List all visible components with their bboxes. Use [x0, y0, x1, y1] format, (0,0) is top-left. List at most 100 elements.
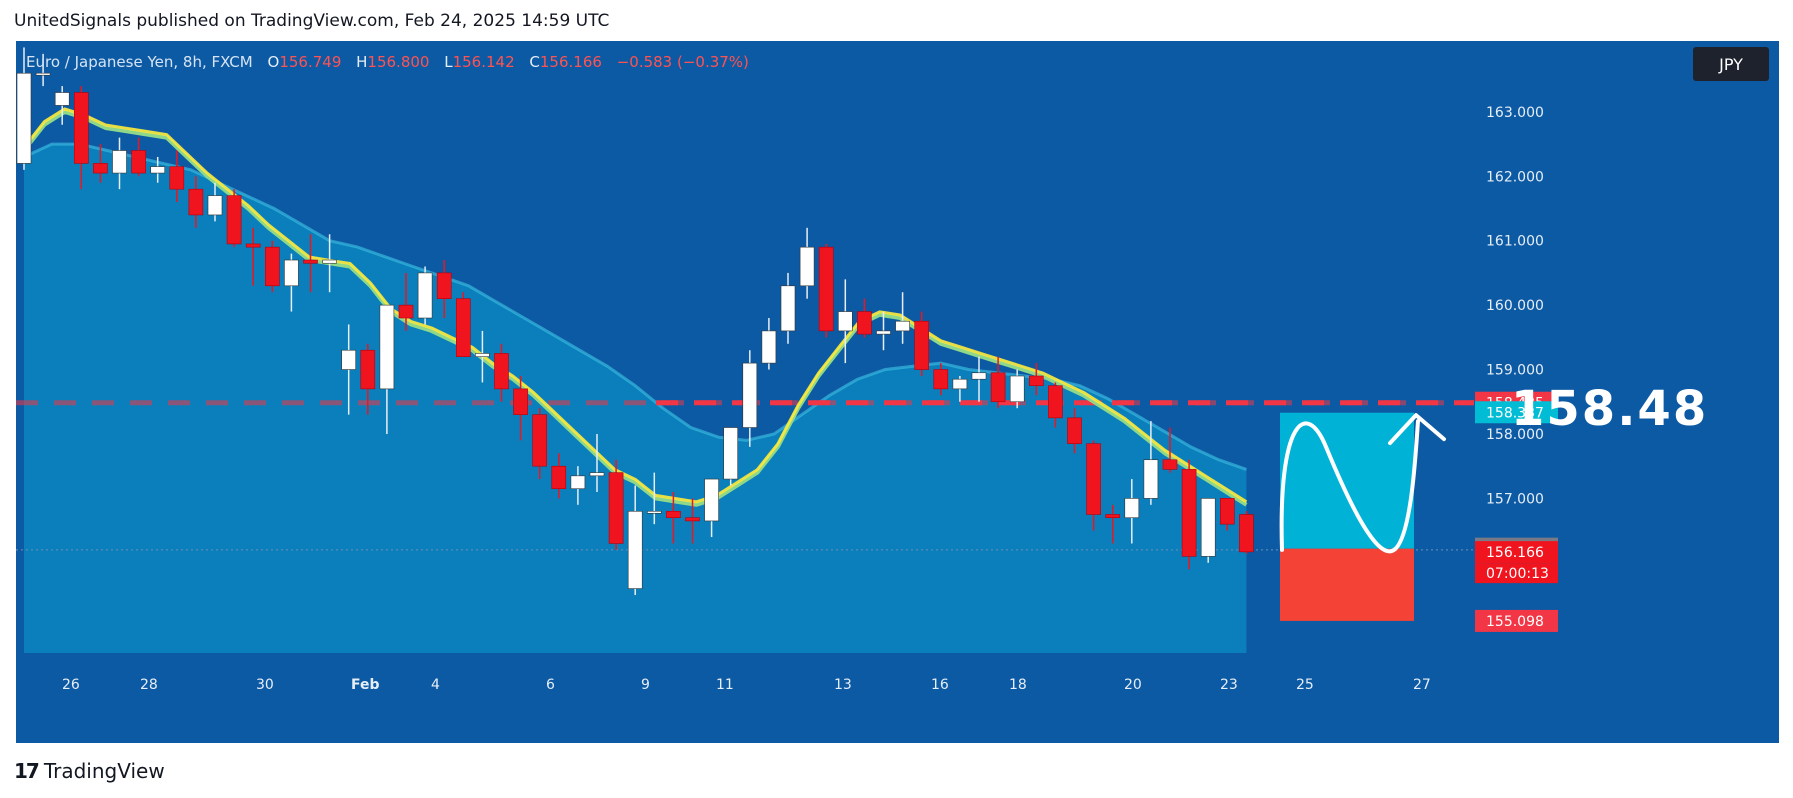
candle-up — [589, 472, 605, 477]
candle-down — [1105, 514, 1120, 519]
time-tick: 27 — [1413, 677, 1431, 693]
candle-down — [398, 304, 414, 319]
stop-zone — [1280, 548, 1414, 621]
candle-down — [1028, 375, 1044, 386]
symbol-name: Euro / Japanese Yen, 8h, FXCM — [26, 53, 253, 71]
candle-up — [341, 349, 357, 370]
candle-down — [73, 92, 89, 164]
candle-up — [1143, 459, 1159, 499]
price-tick: 160.000 — [1486, 298, 1544, 314]
time-tick: 6 — [546, 677, 555, 693]
symbol-legend: Euro / Japanese Yen, 8h, FXCM O156.749 H… — [26, 53, 749, 71]
candle-down — [666, 510, 681, 519]
change-value: −0.583 (−0.37%) — [616, 53, 749, 71]
price-tag-stop — [1475, 609, 1558, 632]
candle-up — [1009, 375, 1025, 403]
chart-panel[interactable]: 163.000 162.000 161.000 160.000 159.000 158.0… — [16, 41, 1779, 743]
candle-up — [895, 320, 910, 332]
price-tag-value: 158.337 — [1486, 405, 1544, 421]
candle-up — [570, 475, 586, 490]
price-tag-value: 156.166 — [1486, 545, 1544, 561]
candle-down — [1181, 469, 1197, 557]
projection-arrow-icon — [1388, 413, 1446, 446]
candle-down — [1220, 498, 1235, 525]
time-tick: 20 — [1124, 677, 1142, 693]
candle-up — [742, 362, 758, 428]
candle-up — [876, 330, 891, 335]
close-label: C — [529, 53, 540, 71]
time-tick: 28 — [140, 677, 158, 693]
candle-down — [1086, 443, 1101, 515]
candle-down — [685, 517, 700, 522]
publisher-line: UnitedSignals published on TradingView.c… — [14, 11, 610, 31]
candle-up — [837, 311, 853, 332]
countdown-tag — [1475, 563, 1558, 584]
candle-up — [54, 92, 70, 106]
time-axis-band — [16, 654, 1779, 743]
price-tick: 159.000 — [1486, 363, 1544, 379]
candle-down — [1048, 385, 1063, 419]
candle-down — [226, 195, 242, 245]
candle-up — [475, 353, 490, 357]
open-label: O — [267, 53, 280, 71]
projection-wave — [1279, 419, 1420, 554]
candle-down — [93, 163, 108, 174]
candle-up — [646, 510, 662, 514]
candle-up — [704, 478, 719, 522]
candle-up — [1200, 498, 1216, 557]
currency-button[interactable]: JPY — [1693, 47, 1769, 81]
candle-down — [360, 349, 376, 390]
candle-up — [284, 259, 299, 287]
candle-up — [150, 166, 165, 174]
high-label: H — [356, 53, 368, 71]
price-chart[interactable]: 163.000 162.000 161.000 160.000 159.000 158.0… — [16, 41, 1779, 743]
candle-up — [799, 246, 815, 287]
time-tick: 23 — [1220, 677, 1238, 693]
candle-down — [188, 188, 204, 216]
candle-down — [857, 311, 872, 335]
time-tick: 4 — [431, 677, 440, 693]
candle-down — [436, 272, 452, 299]
candle-up — [627, 510, 643, 589]
ema-fast-line — [22, 107, 1248, 504]
tradingview-brand: TradingView — [43, 759, 165, 783]
candle-down — [990, 372, 1006, 403]
high-value: 156.800 — [367, 53, 430, 71]
low-value: 156.142 — [452, 53, 515, 71]
candle-up — [112, 150, 127, 174]
candle-down — [818, 246, 834, 332]
candle-down — [169, 166, 185, 190]
candle-up — [1124, 498, 1140, 519]
candle-up — [723, 427, 739, 480]
candle-down — [131, 150, 146, 174]
target-price-label: 158.48 — [1511, 381, 1709, 437]
low-label: L — [444, 53, 453, 71]
candle-up — [952, 378, 968, 390]
price-tag-value: 155.098 — [1486, 614, 1544, 630]
tradingview-logo[interactable]: 17 TradingView — [14, 759, 165, 783]
candle-down — [914, 320, 930, 370]
countdown-value: 07:00:13 — [1486, 566, 1549, 582]
time-tick: 13 — [834, 677, 852, 693]
candle-up — [971, 372, 987, 380]
time-tick: 26 — [62, 677, 80, 693]
candle-up — [207, 195, 223, 216]
time-tick: 30 — [256, 677, 274, 693]
candle-up — [322, 259, 337, 264]
candle-up — [761, 330, 777, 364]
price-tag-last — [1475, 541, 1558, 564]
time-tick: 16 — [931, 677, 949, 693]
candle-down — [513, 388, 528, 415]
candle-up — [379, 304, 395, 390]
time-tick: Feb — [351, 677, 380, 693]
time-tick: 25 — [1296, 677, 1314, 693]
price-tick: 163.000 — [1486, 105, 1544, 121]
target-zone — [1280, 412, 1414, 549]
candle-up — [35, 72, 51, 76]
candle-up — [16, 72, 32, 164]
candle-down — [608, 472, 624, 544]
candle-up — [417, 272, 433, 319]
tradingview-mark-icon: 17 — [14, 759, 40, 783]
candle-down — [245, 243, 261, 248]
time-tick: 11 — [716, 677, 734, 693]
